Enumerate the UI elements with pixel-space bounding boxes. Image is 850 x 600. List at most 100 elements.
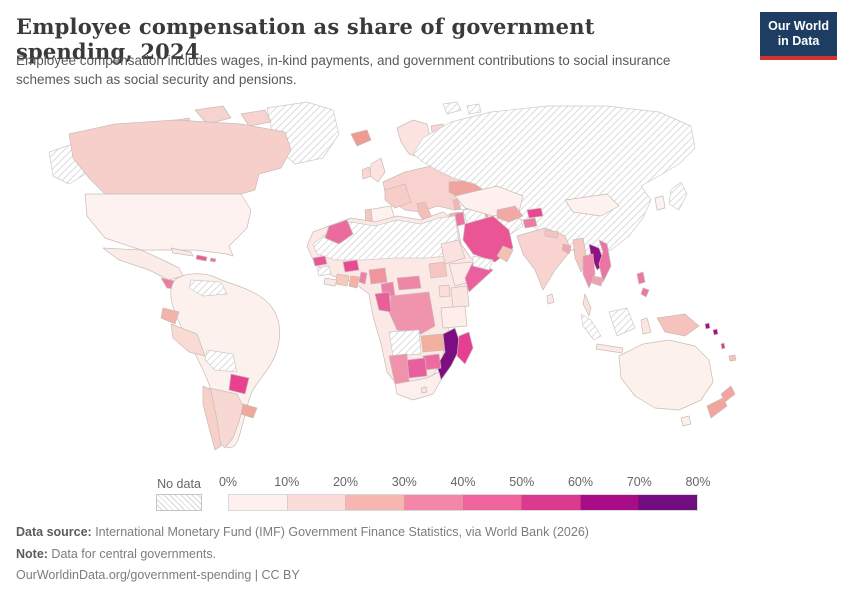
country-canada[interactable]	[68, 119, 292, 195]
country-ireland[interactable]	[361, 166, 372, 180]
legend-tick: 80%	[685, 475, 711, 489]
legend-no-data-swatch[interactable]	[156, 494, 202, 511]
country-hispaniola[interactable]	[195, 254, 208, 262]
legend-swatch-20-30[interactable]	[346, 495, 405, 510]
note-text: Data for central governments.	[47, 546, 217, 561]
country-usa[interactable]	[84, 193, 252, 257]
country-malaysia[interactable]	[582, 293, 592, 317]
country-peru[interactable]	[170, 323, 206, 357]
country-angola[interactable]	[388, 329, 422, 357]
page-title: Employee compensation as share of govern…	[16, 14, 595, 64]
data-source-line: Data source: International Monetary Fund…	[16, 522, 816, 544]
region-sulawesi[interactable]	[640, 317, 652, 335]
country-uganda[interactable]	[438, 284, 451, 298]
country-bolivia[interactable]	[204, 349, 238, 373]
country-venezuela[interactable]	[188, 279, 228, 297]
country-papua-new-guinea[interactable]	[656, 313, 700, 337]
legend-swatch-50-60[interactable]	[522, 495, 581, 510]
country-cambodia[interactable]	[591, 275, 604, 287]
country-uruguay[interactable]	[240, 403, 258, 419]
country-gabon-congo[interactable]	[374, 291, 392, 313]
region-russia-china-nodata[interactable]	[412, 105, 696, 257]
country-yemen[interactable]	[472, 255, 494, 271]
legend-swatch-30-40[interactable]	[404, 495, 464, 510]
country-chile[interactable]	[202, 385, 222, 451]
country-oman[interactable]	[496, 245, 514, 263]
country-cote-divoire[interactable]	[335, 273, 350, 287]
country-paraguay[interactable]	[228, 373, 250, 395]
country-sudan[interactable]	[440, 239, 466, 265]
country-burkina-faso[interactable]	[342, 259, 360, 273]
country-bangladesh[interactable]	[561, 243, 572, 255]
country-zambia[interactable]	[420, 333, 446, 353]
legend-swatch-70-80[interactable]	[639, 495, 697, 510]
country-japan[interactable]	[668, 181, 688, 211]
country-lesotho[interactable]	[420, 386, 428, 394]
country-senegal[interactable]	[312, 255, 328, 267]
country-france[interactable]	[384, 183, 412, 209]
legend-tick: 50%	[509, 475, 535, 489]
country-drc[interactable]	[388, 291, 436, 335]
country-puerto-rico[interactable]	[209, 257, 217, 263]
country-philippines[interactable]	[636, 271, 650, 298]
citation-line[interactable]: OurWorldinData.org/government-spending |…	[16, 568, 300, 582]
country-togo-benin[interactable]	[358, 271, 368, 285]
country-solomon-islands[interactable]	[704, 322, 719, 336]
country-svalbard[interactable]	[442, 101, 462, 115]
legend-swatch-10-20[interactable]	[287, 495, 347, 510]
owid-logo[interactable]: Our World in Data	[760, 12, 837, 60]
country-madagascar[interactable]	[456, 331, 474, 365]
country-ghana[interactable]	[348, 275, 360, 289]
country-botswana[interactable]	[406, 357, 428, 379]
country-svalbard-2[interactable]	[466, 103, 482, 115]
country-new-zealand[interactable]	[706, 385, 736, 419]
country-mexico[interactable]	[102, 247, 184, 281]
legend-tick: 40%	[450, 475, 476, 489]
country-morocco[interactable]	[324, 219, 354, 245]
country-uk[interactable]	[369, 157, 386, 183]
country-india[interactable]	[516, 227, 572, 291]
country-cuba[interactable]	[170, 247, 194, 257]
country-tanzania[interactable]	[440, 305, 468, 329]
country-new-caledonia[interactable]	[728, 354, 737, 362]
world-choropleth-map[interactable]	[45, 98, 805, 470]
region-tasmania[interactable]	[680, 415, 692, 427]
country-kyrgyzstan[interactable]	[526, 207, 544, 219]
country-iceland[interactable]	[350, 129, 372, 147]
legend-swatch-40-50[interactable]	[463, 495, 523, 510]
note-line: Note: Data for central governments.	[16, 544, 816, 566]
legend-tick-labels: 0% 10% 20% 30% 40% 50% 60% 70% 80%	[0, 475, 850, 491]
country-south-korea[interactable]	[654, 195, 666, 211]
world-map-svg	[48, 101, 737, 451]
country-sri-lanka[interactable]	[546, 293, 555, 305]
map-legend: No data 0% 10% 20% 30% 40% 50% 60% 70% 8…	[0, 470, 850, 520]
country-vanuatu[interactable]	[720, 342, 726, 350]
country-ecuador[interactable]	[160, 307, 180, 325]
legend-tick: 70%	[626, 475, 652, 489]
country-kenya[interactable]	[450, 285, 470, 309]
country-vietnam[interactable]	[598, 239, 612, 283]
country-guinea[interactable]	[316, 265, 332, 277]
region-borneo[interactable]	[608, 307, 636, 337]
country-south-africa[interactable]	[394, 371, 442, 401]
data-source-text: International Monetary Fund (IMF) Govern…	[91, 525, 589, 539]
legend-color-bar[interactable]	[228, 494, 698, 511]
country-mozambique[interactable]	[436, 327, 462, 381]
country-nigeria[interactable]	[368, 267, 388, 285]
country-nepal[interactable]	[544, 229, 560, 239]
country-namibia[interactable]	[388, 353, 410, 385]
legend-tick: 20%	[332, 475, 359, 489]
legend-swatch-60-70[interactable]	[580, 495, 640, 510]
legend-swatch-0-10[interactable]	[229, 495, 288, 510]
country-south-sudan[interactable]	[428, 261, 448, 279]
region-java[interactable]	[595, 343, 624, 354]
country-mongolia[interactable]	[564, 193, 620, 217]
country-australia[interactable]	[618, 339, 714, 411]
region-sierra-liberia[interactable]	[323, 277, 338, 287]
country-central-african-republic[interactable]	[396, 275, 422, 291]
country-uzbekistan[interactable]	[496, 205, 524, 223]
region-israel-jordan[interactable]	[454, 211, 466, 227]
owid-logo-line2: in Data	[777, 34, 820, 49]
country-tajikistan[interactable]	[522, 217, 538, 229]
region-sumatra[interactable]	[580, 313, 602, 341]
